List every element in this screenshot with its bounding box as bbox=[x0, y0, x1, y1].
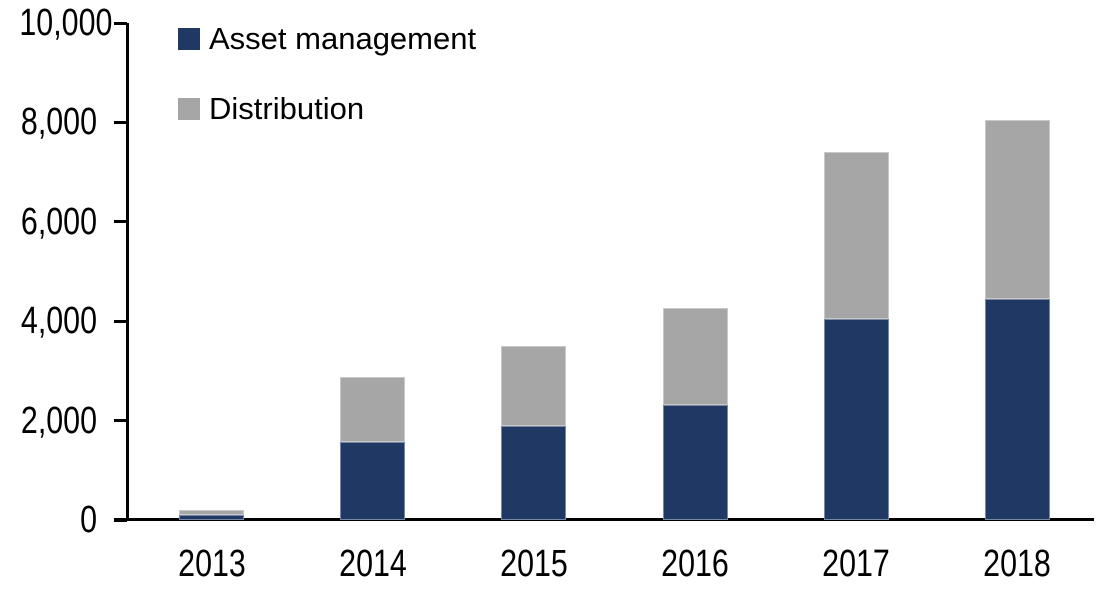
y-tick-mark bbox=[114, 220, 127, 224]
bar-segment-distribution-2017 bbox=[823, 152, 889, 320]
legend-swatch-distribution bbox=[178, 98, 200, 120]
x-tick-label: 2015 bbox=[500, 543, 568, 585]
y-tick-mark bbox=[114, 120, 127, 124]
legend-item-asset-management: Asset management bbox=[178, 21, 477, 56]
bar-segment-distribution-2018 bbox=[984, 119, 1050, 299]
bar-segment-asset-management-2016 bbox=[662, 405, 728, 520]
x-tick-label: 2016 bbox=[661, 543, 729, 585]
legend-item-distribution: Distribution bbox=[178, 91, 365, 126]
y-tick-label: 8,000 bbox=[20, 101, 97, 144]
bar-segment-asset-management-2015 bbox=[501, 426, 567, 520]
plot-area bbox=[131, 23, 1098, 520]
legend-label-distribution: Distribution bbox=[209, 91, 365, 126]
y-tick-label: 6,000 bbox=[20, 200, 97, 243]
x-tick-label: 2018 bbox=[983, 543, 1052, 585]
y-axis-line bbox=[126, 23, 129, 520]
y-tick-label: 2,000 bbox=[20, 399, 97, 442]
y-tick-label: 10,000 bbox=[19, 2, 113, 44]
y-tick-label: 0 bbox=[80, 499, 97, 541]
bar-segment-distribution-2016 bbox=[662, 308, 728, 406]
x-tick-label: 2014 bbox=[338, 543, 407, 585]
x-tick-label: 2013 bbox=[177, 543, 246, 585]
y-tick-mark bbox=[114, 21, 127, 25]
y-tick-mark bbox=[114, 518, 127, 522]
bar-segment-distribution-2014 bbox=[340, 376, 406, 442]
bar-segment-distribution-2013 bbox=[179, 509, 245, 515]
legend-label-asset-management: Asset management bbox=[209, 21, 477, 56]
bar-segment-asset-management-2014 bbox=[340, 442, 406, 520]
x-axis-line bbox=[114, 518, 1094, 521]
y-tick-mark bbox=[114, 319, 127, 323]
x-tick-label: 2017 bbox=[822, 543, 891, 585]
bar-segment-distribution-2015 bbox=[501, 346, 567, 427]
bar-segment-asset-management-2017 bbox=[823, 319, 889, 520]
bar-segment-asset-management-2018 bbox=[984, 298, 1050, 520]
bar-segment-asset-management-2013 bbox=[179, 515, 245, 520]
y-tick-label: 4,000 bbox=[20, 300, 97, 343]
y-tick-mark bbox=[114, 419, 127, 423]
legend-swatch-asset-management bbox=[178, 28, 200, 50]
